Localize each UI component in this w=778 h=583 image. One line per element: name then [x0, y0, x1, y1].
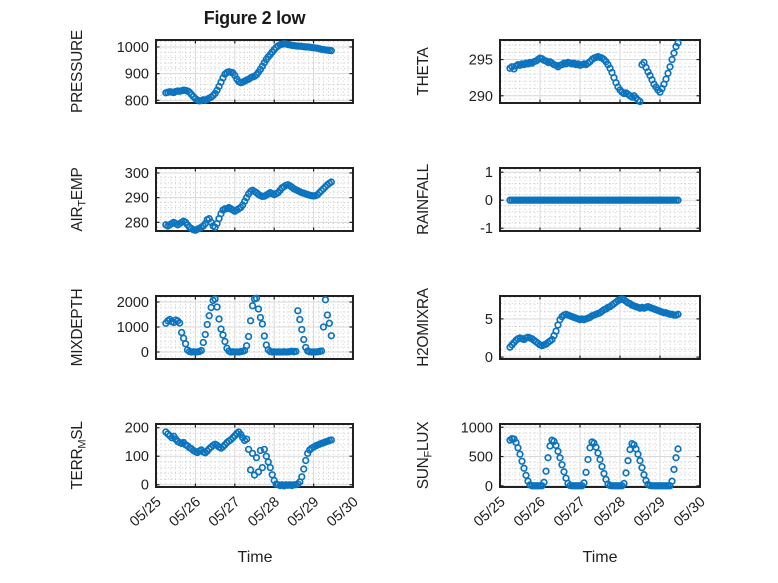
tick-marks: [499, 40, 701, 103]
tick-marks: [155, 424, 354, 487]
svg-text:200: 200: [125, 421, 149, 437]
tick-marks: [155, 40, 354, 103]
svg-text:0: 0: [485, 350, 493, 366]
svg-text:05/28: 05/28: [591, 494, 629, 530]
svg-text:1000: 1000: [117, 40, 149, 56]
axes-box: [499, 167, 701, 232]
y-axis-label: MIXDEPTH: [69, 289, 86, 367]
svg-text:2000: 2000: [117, 295, 149, 311]
y-tick-labels: 290 295: [469, 53, 493, 105]
subplot-rainfall: -1 0 1 RAINFALL: [415, 163, 701, 237]
svg-text:05/28: 05/28: [245, 494, 283, 530]
tick-marks: [499, 296, 701, 359]
x-axis-label-right: Time: [582, 549, 618, 566]
y-axis-label: SUNFLUX: [415, 421, 435, 489]
data-points: [162, 294, 335, 356]
minor-grid: [501, 169, 699, 230]
svg-text:0: 0: [141, 478, 149, 494]
y-axis-label: TERRMSL: [69, 421, 89, 490]
subplot-pressure: 800 900 1000 PRESSURE: [69, 30, 354, 113]
subplot-theta: 290 295 THETA: [415, 39, 701, 106]
data-points: [506, 295, 682, 351]
svg-text:100: 100: [125, 449, 149, 465]
svg-text:280: 280: [125, 215, 149, 231]
axes-box: [155, 39, 354, 104]
svg-text:800: 800: [125, 93, 149, 109]
svg-text:0: 0: [141, 345, 149, 361]
svg-text:-1: -1: [480, 221, 493, 237]
y-axis-label: H2OMIXRA: [415, 287, 432, 367]
svg-text:05/27: 05/27: [551, 494, 589, 530]
svg-text:5: 5: [485, 312, 493, 328]
svg-text:05/29: 05/29: [631, 494, 669, 530]
subplot-sun-flux: 0 500 1000 SUNFLUX 05/25 05/26 05/27 05/28 05/29…: [415, 420, 709, 530]
svg-text:0: 0: [485, 479, 493, 495]
svg-text:05/26: 05/26: [166, 494, 204, 530]
axes-box: [499, 39, 701, 104]
y-tick-labels: 0 100 200: [125, 421, 149, 494]
x-tick-labels: 05/25 05/26 05/27 05/28 05/29 05/30: [471, 494, 709, 530]
svg-text:1000: 1000: [117, 320, 149, 336]
subplot-mixdepth: 0 1000 2000 MIXDEPTH: [69, 289, 354, 367]
y-tick-labels: 800 900 1000: [117, 40, 149, 109]
svg-text:05/25: 05/25: [127, 494, 165, 530]
y-axis-label: THETA: [415, 46, 432, 95]
svg-text:295: 295: [469, 53, 493, 69]
minor-grid: [501, 297, 699, 358]
data-points: [162, 428, 335, 490]
data-points: [162, 178, 335, 234]
y-axis-label: PRESSURE: [69, 30, 86, 113]
data-points: [506, 196, 682, 204]
svg-text:900: 900: [125, 67, 149, 83]
svg-text:290: 290: [125, 191, 149, 207]
axes-box: [155, 167, 354, 232]
minor-grid: [157, 169, 352, 230]
major-grid: [500, 296, 700, 359]
data-points: [162, 40, 335, 105]
tick-marks: [155, 296, 354, 359]
axes-box: [499, 295, 701, 360]
y-tick-labels: -1 0 1: [480, 165, 493, 237]
svg-text:1000: 1000: [461, 420, 493, 436]
y-axis-label: RAINFALL: [415, 163, 432, 235]
subplot-air-temp: 280 290 300 AIRTEMP: [69, 166, 354, 234]
x-tick-labels: 05/25 05/26 05/27 05/28 05/29 05/30: [127, 494, 362, 530]
svg-text:0: 0: [485, 193, 493, 209]
svg-text:05/26: 05/26: [511, 494, 549, 530]
svg-text:05/25: 05/25: [471, 494, 509, 530]
axes-box: [499, 423, 701, 488]
svg-text:05/30: 05/30: [324, 494, 362, 530]
axes-box: [155, 423, 354, 488]
svg-text:500: 500: [469, 450, 493, 466]
data-points: [506, 39, 682, 106]
x-axis-label-left: Time: [237, 549, 273, 566]
svg-text:290: 290: [469, 89, 493, 105]
y-axis-label: AIRTEMP: [69, 167, 89, 231]
svg-text:300: 300: [125, 166, 149, 182]
svg-text:05/29: 05/29: [285, 494, 323, 530]
y-tick-labels: 0 500 1000: [461, 420, 493, 495]
y-tick-labels: 280 290 300: [125, 166, 149, 231]
tick-marks: [499, 168, 701, 231]
svg-text:05/30: 05/30: [671, 494, 709, 530]
svg-text:05/27: 05/27: [206, 494, 244, 530]
y-tick-labels: 0 1000 2000: [117, 295, 149, 361]
y-tick-labels: 05: [485, 312, 493, 366]
minor-grid: [501, 41, 699, 102]
data-points: [506, 435, 682, 490]
svg-text:1: 1: [485, 165, 493, 181]
figure-title: Figure 2 low: [203, 8, 306, 28]
